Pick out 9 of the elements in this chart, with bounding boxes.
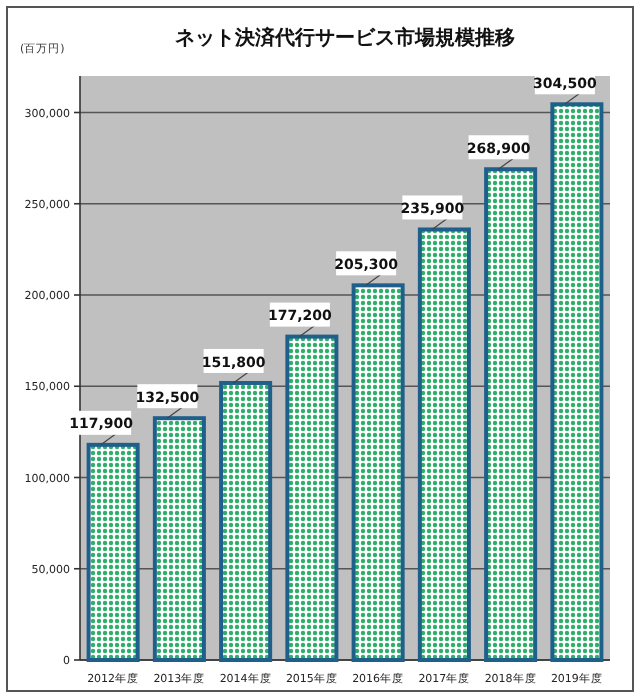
bar [351, 283, 405, 662]
bar [86, 442, 140, 662]
chart-title: ネット決済代行サービス市場規模推移 [175, 26, 515, 50]
bar [152, 416, 206, 662]
bar [550, 102, 604, 662]
bar [285, 334, 339, 662]
bar [484, 167, 538, 662]
bar [417, 227, 471, 662]
bar [219, 380, 273, 662]
